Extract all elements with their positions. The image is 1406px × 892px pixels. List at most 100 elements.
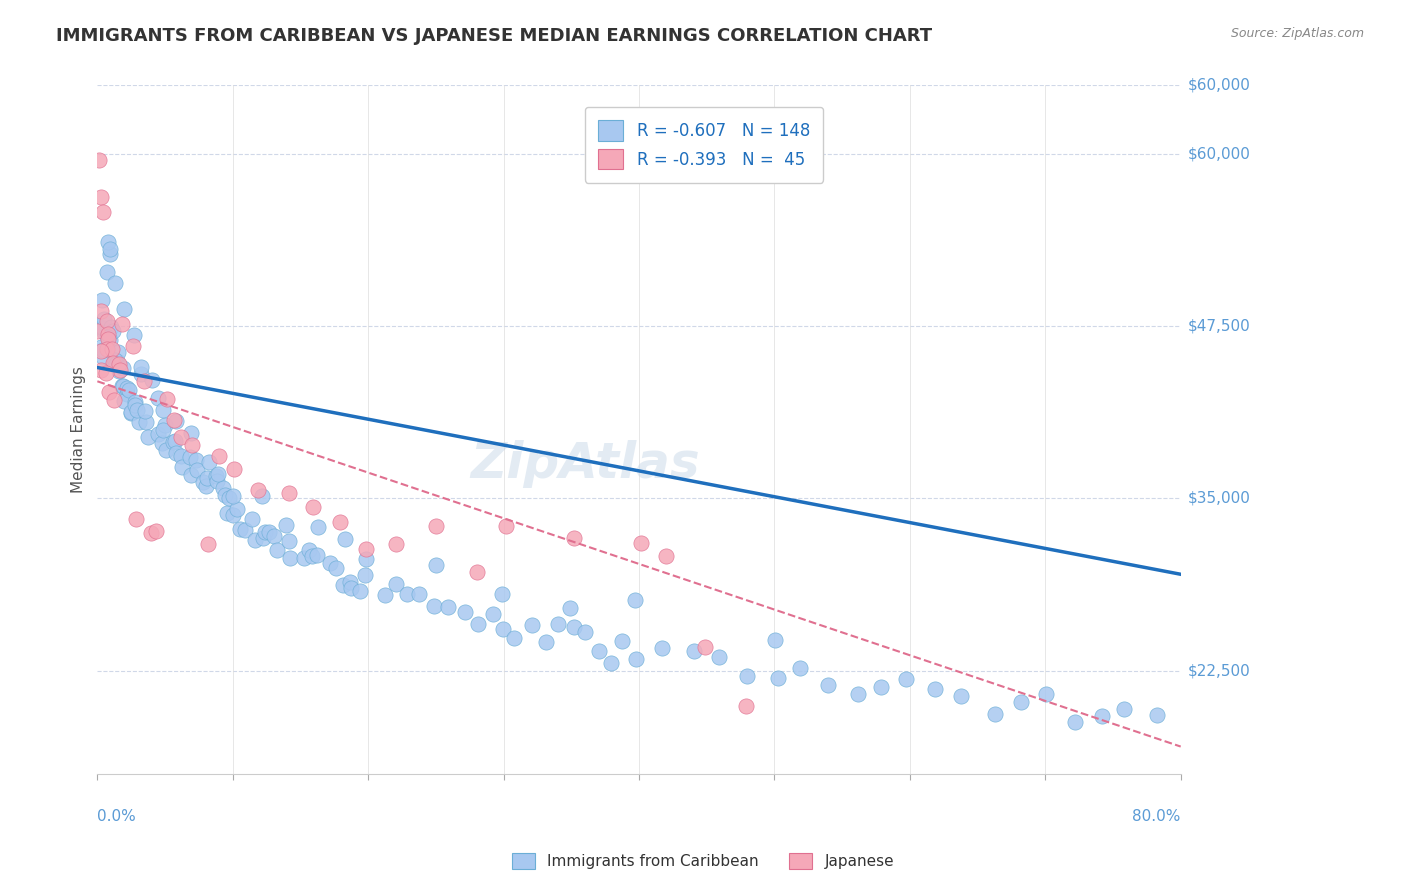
Point	[437, 599, 460, 614]
Point	[134, 403, 156, 417]
Point	[146, 391, 169, 405]
Point	[180, 425, 202, 440]
Point	[222, 508, 245, 522]
Point	[205, 469, 228, 483]
Point	[170, 450, 193, 464]
Point	[1064, 714, 1087, 729]
Point	[104, 352, 127, 367]
Point	[1035, 688, 1057, 702]
Point	[278, 551, 301, 566]
Point	[562, 619, 585, 633]
Point	[86, 319, 108, 334]
Point	[349, 584, 371, 599]
Point	[983, 706, 1005, 721]
Point	[332, 578, 354, 592]
Point	[101, 324, 124, 338]
Point	[211, 481, 233, 495]
Point	[90, 344, 112, 359]
Text: $22,500: $22,500	[1188, 664, 1250, 678]
Point	[924, 681, 946, 696]
Point	[125, 403, 148, 417]
Point	[107, 354, 129, 368]
Point	[91, 343, 114, 357]
Point	[104, 276, 127, 290]
Point	[354, 568, 377, 582]
Point	[305, 548, 328, 562]
Point	[339, 575, 361, 590]
Point	[374, 588, 396, 602]
Text: $60,000: $60,000	[1188, 146, 1250, 161]
Point	[491, 587, 513, 601]
Point	[278, 486, 301, 500]
Point	[896, 673, 918, 687]
Point	[98, 333, 121, 347]
Point	[207, 467, 229, 482]
Point	[307, 520, 329, 534]
Point	[218, 491, 240, 506]
Point	[100, 242, 122, 256]
Point	[122, 328, 145, 343]
Point	[1091, 708, 1114, 723]
Point	[522, 618, 544, 632]
Point	[120, 405, 142, 419]
Point	[693, 640, 716, 654]
Text: $47,500: $47,500	[1188, 318, 1250, 334]
Text: $35,000: $35,000	[1188, 491, 1250, 506]
Point	[215, 506, 238, 520]
Point	[425, 519, 447, 533]
Point	[465, 566, 488, 580]
Point	[121, 405, 143, 419]
Point	[115, 381, 138, 395]
Point	[124, 398, 146, 412]
Point	[91, 350, 114, 364]
Text: IMMIGRANTS FROM CARIBBEAN VS JAPANESE MEDIAN EARNINGS CORRELATION CHART: IMMIGRANTS FROM CARIBBEAN VS JAPANESE ME…	[56, 27, 932, 45]
Text: ZipAtlas: ZipAtlas	[470, 440, 700, 488]
Point	[630, 536, 652, 550]
Point	[354, 552, 377, 566]
Point	[93, 312, 115, 326]
Point	[163, 413, 186, 427]
Point	[492, 622, 515, 636]
Point	[180, 468, 202, 483]
Point	[103, 357, 125, 371]
Point	[112, 393, 135, 408]
Point	[134, 374, 156, 388]
Point	[195, 479, 218, 493]
Point	[162, 434, 184, 449]
Point	[319, 556, 342, 570]
Point	[191, 475, 214, 490]
Point	[558, 600, 581, 615]
Point	[482, 607, 505, 621]
Point	[153, 417, 176, 432]
Point	[298, 542, 321, 557]
Point	[329, 515, 352, 529]
Point	[90, 190, 112, 204]
Point	[96, 314, 118, 328]
Point	[302, 500, 325, 515]
Point	[107, 344, 129, 359]
Point	[107, 364, 129, 378]
Point	[90, 293, 112, 307]
Point	[222, 462, 245, 476]
Point	[91, 205, 114, 219]
Point	[98, 247, 121, 261]
Point	[1010, 695, 1032, 709]
Point	[155, 442, 177, 457]
Point	[165, 434, 187, 449]
Point	[454, 605, 477, 619]
Point	[737, 669, 759, 683]
Point	[789, 661, 811, 675]
Legend: Immigrants from Caribbean, Japanese: Immigrants from Caribbean, Japanese	[506, 847, 900, 875]
Point	[146, 426, 169, 441]
Point	[707, 649, 730, 664]
Point	[651, 641, 673, 656]
Point	[246, 483, 269, 498]
Point	[170, 460, 193, 475]
Point	[97, 327, 120, 342]
Point	[101, 342, 124, 356]
Legend: R = -0.607   N = 148, R = -0.393   N =  45: R = -0.607 N = 148, R = -0.393 N = 45	[585, 107, 824, 183]
Point	[195, 471, 218, 485]
Point	[574, 624, 596, 639]
Point	[165, 446, 187, 460]
Point	[207, 474, 229, 488]
